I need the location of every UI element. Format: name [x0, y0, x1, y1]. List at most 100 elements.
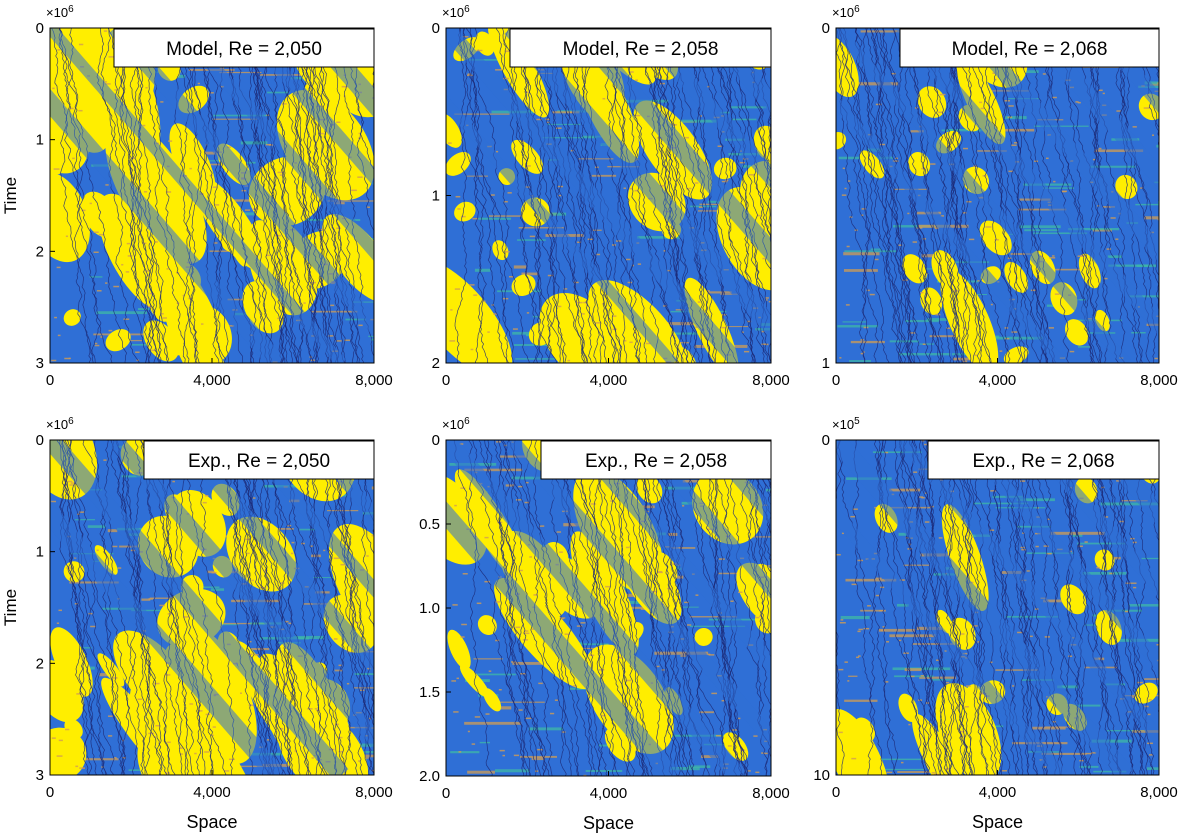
turbulent-band	[895, 28, 1159, 337]
edge-speck	[89, 202, 92, 205]
intermediate-streak	[210, 588, 225, 591]
intermediate-streak	[478, 217, 512, 220]
edge-speck	[310, 281, 316, 284]
edge-speck	[539, 525, 545, 527]
edge-speck	[968, 238, 975, 241]
turbulent-band	[301, 28, 374, 118]
edge-speck	[279, 174, 284, 176]
edge-speck	[1091, 752, 1097, 754]
edge-speck	[122, 757, 127, 759]
edge-speck	[251, 579, 254, 582]
edge-speck	[229, 325, 235, 327]
intermediate-streak	[1019, 198, 1051, 201]
intermediate-streak	[592, 229, 602, 231]
turbulent-band	[50, 500, 284, 775]
edge-speck	[294, 750, 297, 752]
edge-speck	[467, 730, 470, 733]
turbulent-front-line	[922, 440, 951, 775]
edge-speck	[652, 590, 658, 593]
intermediate-streak	[518, 227, 564, 229]
edge-speck	[507, 192, 512, 194]
edge-speck	[961, 633, 965, 635]
turbulent-front-line	[758, 440, 771, 546]
intermediate-streak	[898, 353, 951, 356]
edge-speck	[247, 552, 250, 555]
edge-speck	[602, 97, 606, 100]
intermediate-streak	[1079, 765, 1099, 768]
intermediate-streak	[454, 113, 510, 115]
edge-speck	[924, 443, 927, 446]
edge-speck	[1029, 635, 1033, 638]
edge-speck	[114, 757, 117, 759]
edge-speck	[706, 653, 711, 656]
laminar-region	[908, 152, 931, 177]
edge-speck	[1124, 610, 1129, 613]
turbulent-band	[836, 504, 1067, 775]
edge-speck	[935, 313, 941, 316]
edge-speck	[572, 685, 578, 687]
turbulent-front-line	[750, 440, 771, 516]
turbulent-front-line	[60, 440, 93, 775]
edge-speck	[730, 600, 734, 602]
edge-speck	[980, 107, 985, 110]
edge-speck	[1012, 685, 1015, 687]
turbulent-band	[836, 28, 1131, 363]
edge-speck	[518, 485, 523, 488]
edge-speck	[857, 630, 861, 633]
intermediate-streak	[842, 321, 867, 323]
edge-speck	[72, 157, 75, 160]
laminar-region	[1003, 346, 1029, 363]
intermediate-streak	[552, 111, 580, 114]
intermediate-streak	[327, 200, 374, 202]
edge-speck	[505, 50, 511, 53]
edge-speck	[105, 282, 108, 284]
edge-speck	[155, 724, 161, 727]
edge-speck	[879, 143, 886, 146]
turbulent-front-line	[907, 28, 945, 363]
edge-speck	[1156, 644, 1159, 646]
x-tick-label: 4,000	[193, 784, 231, 801]
turbulent-front-line	[836, 440, 899, 775]
edge-speck	[763, 752, 768, 755]
edge-speck	[612, 315, 617, 317]
edge-speck	[1068, 655, 1073, 657]
turbulent-front-line	[69, 28, 101, 363]
edge-speck	[891, 72, 896, 75]
panel-bottom-left: Exp., Re = 2,050 0 4,000 8,000 0 1 2 3 ×106 Time S…	[1, 416, 393, 832]
edge-speck	[178, 747, 183, 749]
intermediate-streak	[1042, 187, 1075, 189]
turbulent-front-line	[64, 440, 107, 775]
edge-speck	[502, 754, 506, 757]
y-tick-label: 0	[432, 432, 440, 449]
edge-speck	[765, 297, 769, 299]
edge-speck	[886, 771, 893, 774]
edge-speck	[51, 737, 56, 739]
turbulent-front-line	[1138, 28, 1159, 144]
edge-speck	[142, 124, 146, 127]
intermediate-streak	[1033, 232, 1088, 235]
edge-speck	[275, 234, 282, 237]
edge-speck	[358, 324, 363, 327]
turbulent-band	[174, 28, 374, 262]
edge-speck	[148, 732, 154, 735]
edge-speck	[759, 615, 762, 618]
edge-speck	[596, 253, 601, 256]
x-tick-label: 0	[832, 372, 840, 389]
y-tick-label: 2	[432, 355, 440, 372]
edge-speck	[743, 350, 750, 353]
turbulent-front-line	[839, 28, 890, 363]
edge-speck	[189, 167, 192, 170]
intermediate-streak	[1032, 726, 1066, 730]
y-tick-label: 2.0	[419, 768, 440, 785]
edge-speck	[1104, 277, 1108, 280]
edge-speck	[838, 668, 844, 671]
edge-speck	[485, 713, 490, 715]
edge-speck	[1143, 107, 1150, 109]
y-axis-multiplier: ×106	[46, 416, 74, 432]
intermediate-streak	[854, 82, 899, 86]
edge-speck	[130, 677, 134, 679]
turbulent-front-line	[531, 28, 562, 363]
edge-speck	[194, 752, 197, 755]
edge-speck	[70, 482, 76, 484]
intermediate-streak	[860, 30, 916, 33]
